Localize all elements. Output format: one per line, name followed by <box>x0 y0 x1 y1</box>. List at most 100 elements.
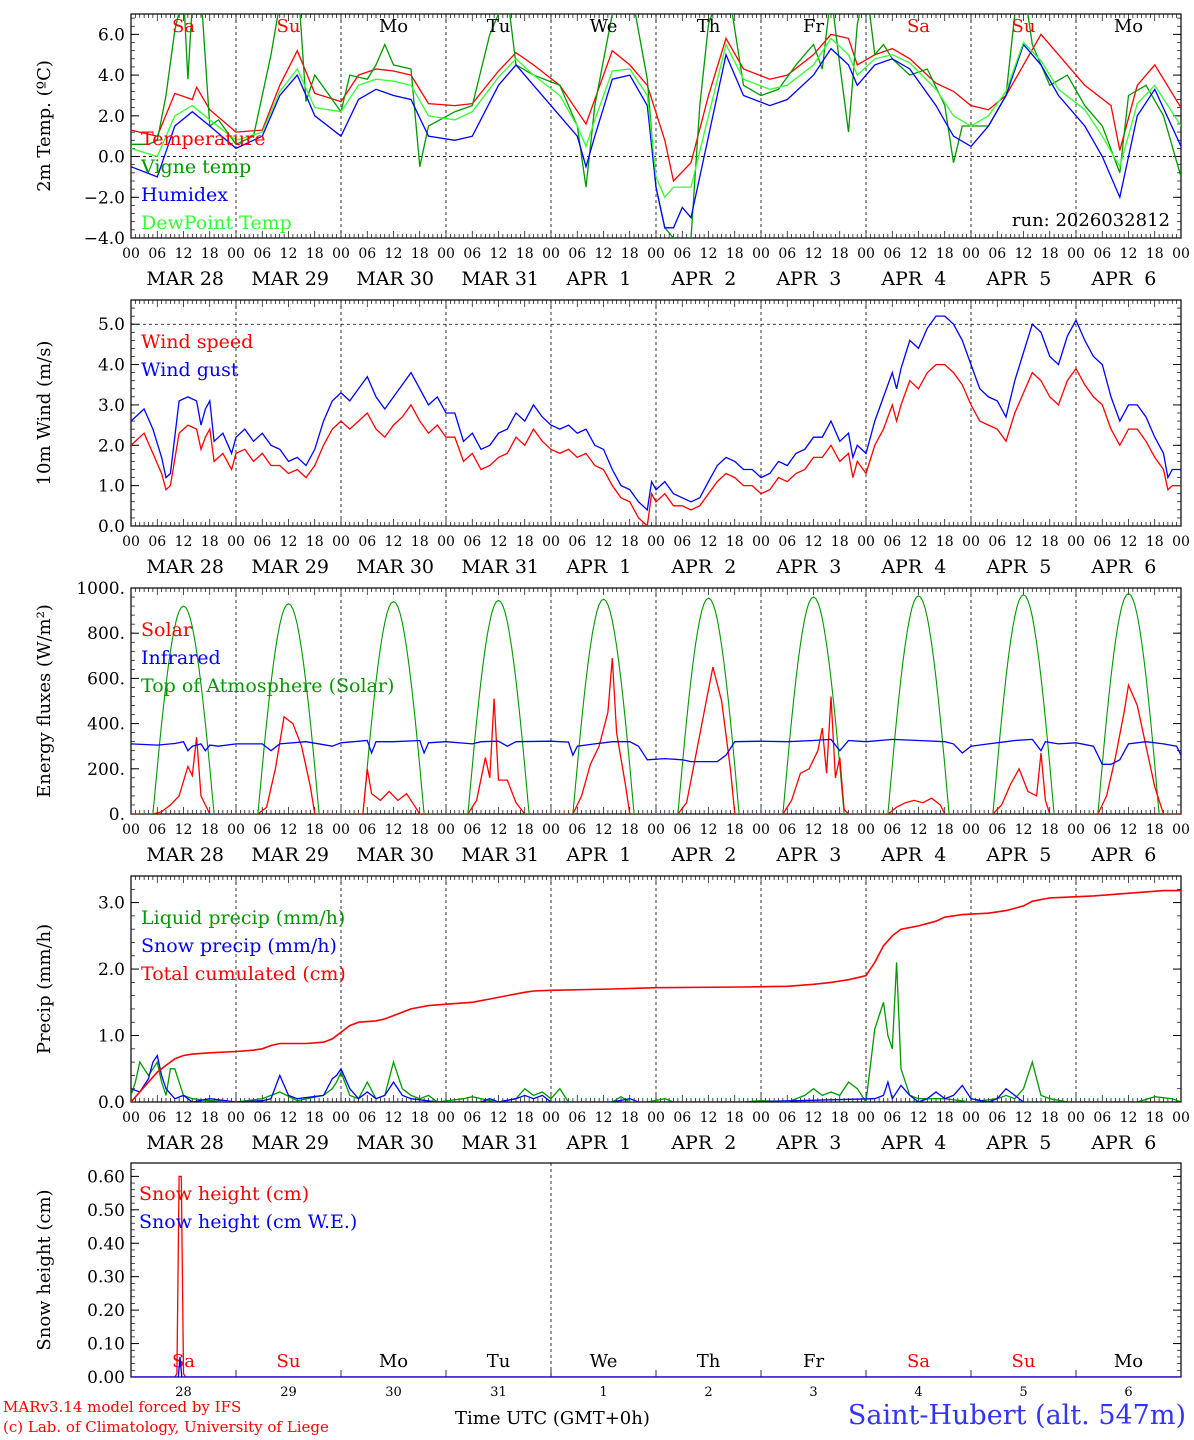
hour-tick-label: 18 <box>1146 246 1164 262</box>
y-tick-label: 0.0 <box>98 148 125 168</box>
hour-tick-label: 12 <box>595 822 613 838</box>
legend-entry: Wind gust <box>141 359 239 381</box>
hour-tick-label: 18 <box>1041 822 1059 838</box>
hour-tick-label: 18 <box>1041 246 1059 262</box>
date-label: APR 2 <box>670 1132 736 1154</box>
y-tick-label: 0.10 <box>87 1335 125 1355</box>
date-label: APR 4 <box>880 268 946 290</box>
hour-tick-label: 18 <box>306 246 324 262</box>
hour-tick-label: 00 <box>647 246 665 262</box>
hour-tick-label: 12 <box>700 1110 718 1126</box>
y-tick-label: 0. <box>109 805 125 825</box>
date-label: MAR 29 <box>251 844 329 866</box>
hour-tick-label: 18 <box>516 1110 534 1126</box>
hour-tick-label: 18 <box>726 822 744 838</box>
hour-tick-label: 00 <box>857 246 875 262</box>
hour-tick-label: 12 <box>280 246 298 262</box>
y-tick-label: −2.0 <box>84 188 125 208</box>
series-line-wind-gust <box>131 315 1181 512</box>
series-line-toa-solar <box>257 603 320 814</box>
hour-tick-label: 06 <box>883 1110 901 1126</box>
hour-tick-label: 18 <box>1146 534 1164 550</box>
hour-tick-label: 00 <box>1067 246 1085 262</box>
y-axis-label: 10m Wind (m/s) <box>34 341 55 486</box>
y-axis-label: Snow height (cm) <box>34 1189 55 1350</box>
hour-tick-label: 00 <box>122 1110 140 1126</box>
y-tick-label: 200. <box>87 760 125 780</box>
date-label: APR 3 <box>775 268 841 290</box>
hour-tick-label: 18 <box>201 1110 219 1126</box>
weekday-label: We <box>590 1351 618 1372</box>
y-tick-label: 0.20 <box>87 1301 125 1321</box>
hour-tick-label: 12 <box>910 1110 928 1126</box>
hour-tick-label: 06 <box>778 534 796 550</box>
hour-tick-label: 00 <box>542 822 560 838</box>
date-label: APR 5 <box>985 844 1051 866</box>
date-label: MAR 30 <box>356 844 434 866</box>
hour-tick-label: 18 <box>726 534 744 550</box>
chart-panel-snow: SaSuMoTuWeThFrSaSuMo28293031123456APR0.0… <box>34 1162 1182 1400</box>
hour-tick-label: 18 <box>516 534 534 550</box>
series-line-toa-solar <box>782 596 845 814</box>
y-tick-label: 4.0 <box>98 66 125 86</box>
hour-tick-label: 18 <box>411 822 429 838</box>
hour-tick-label: 18 <box>936 246 954 262</box>
date-label: APR 4 <box>880 556 946 578</box>
hour-tick-label: 18 <box>411 534 429 550</box>
date-label: APR 5 <box>985 1132 1051 1154</box>
hour-tick-label: 12 <box>175 1110 193 1126</box>
hour-tick-label: 06 <box>673 246 691 262</box>
legend-entry: Humidex <box>141 184 228 206</box>
hour-tick-label: 12 <box>910 534 928 550</box>
date-label: APR 6 <box>1090 1132 1156 1154</box>
weekday-label: Mo <box>379 16 408 37</box>
hour-tick-label: 06 <box>568 822 586 838</box>
hour-tick-label: 00 <box>752 822 770 838</box>
hour-tick-label: 18 <box>936 1110 954 1126</box>
hour-tick-label: 12 <box>1015 822 1033 838</box>
date-label: APR 3 <box>775 1132 841 1154</box>
day-number-label: 29 <box>280 1385 297 1400</box>
weekday-label: Su <box>1012 16 1036 37</box>
hour-tick-label: 00 <box>542 1110 560 1126</box>
hour-tick-label: 12 <box>1015 1110 1033 1126</box>
date-label: MAR 29 <box>251 268 329 290</box>
plot-area <box>131 315 1181 526</box>
series-line-dewpoint-temp <box>131 37 1181 199</box>
hour-tick-label: 00 <box>437 246 455 262</box>
weekday-label: Fr <box>803 1351 824 1372</box>
weekday-label: Th <box>697 16 721 37</box>
series-line-infrared <box>131 738 1181 765</box>
y-tick-label: 600. <box>87 669 125 689</box>
weekday-label: Sa <box>907 1351 930 1372</box>
y-tick-label: −4.0 <box>84 229 125 249</box>
hour-tick-label: 00 <box>962 1110 980 1126</box>
hour-tick-label: 18 <box>936 822 954 838</box>
weekday-label: Su <box>277 1351 301 1372</box>
hour-tick-label: 18 <box>411 246 429 262</box>
hour-tick-label: 12 <box>175 534 193 550</box>
y-tick-label: 800. <box>87 624 125 644</box>
hour-tick-label: 18 <box>201 246 219 262</box>
hour-tick-label: 06 <box>883 246 901 262</box>
weekday-label: Tu <box>487 1351 511 1372</box>
hour-tick-label: 00 <box>122 534 140 550</box>
legend-entry: Temperature <box>141 128 265 150</box>
hour-tick-label: 06 <box>148 1110 166 1126</box>
y-tick-label: 2.0 <box>98 436 125 456</box>
hour-tick-label: 12 <box>805 534 823 550</box>
series-line-toa-solar <box>362 600 425 814</box>
chart-panel-energy: 00 06 12 18 00 06 12 18 00 06 12 18 00 06 12 18 00 06 12 18… <box>34 579 1190 866</box>
hour-tick-label: 00 <box>332 534 350 550</box>
hour-tick-label: 06 <box>253 822 271 838</box>
y-tick-label: 4.0 <box>98 356 125 376</box>
day-number-label: 31 <box>490 1385 507 1400</box>
hour-tick-label: 18 <box>1041 534 1059 550</box>
run-label: run: 2026032812 <box>1012 210 1170 231</box>
hour-tick-label: 06 <box>358 1110 376 1126</box>
hour-tick-label: 06 <box>883 534 901 550</box>
hour-tick-label: 18 <box>621 246 639 262</box>
hour-tick-label: 00 <box>962 822 980 838</box>
hour-tick-label: 18 <box>621 1110 639 1126</box>
y-axis-label: 2m Temp. (ºC) <box>34 60 55 192</box>
